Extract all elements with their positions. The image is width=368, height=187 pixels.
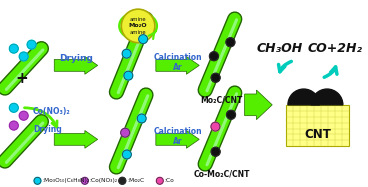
Circle shape [124,71,133,80]
Circle shape [27,40,36,49]
Circle shape [121,9,155,43]
Text: CH₃OH: CH₃OH [257,42,303,55]
Text: Mo₂O: Mo₂O [129,23,148,28]
FancyArrow shape [156,56,199,74]
Circle shape [226,38,235,47]
Text: amine: amine [130,16,146,22]
Circle shape [209,52,218,61]
Circle shape [211,122,220,131]
Text: :Co(NO₃)₂: :Co(NO₃)₂ [90,178,118,183]
Circle shape [9,121,18,130]
Wedge shape [288,89,319,105]
Circle shape [211,73,220,82]
Text: Mo₂C: Mo₂C [306,92,330,102]
Text: Drying: Drying [33,125,62,134]
Circle shape [122,49,131,58]
Text: Co(NO₃)₂: Co(NO₃)₂ [32,107,70,116]
Circle shape [81,177,88,184]
Circle shape [137,114,146,123]
Text: :Co: :Co [165,178,174,183]
Text: CO+2H₂: CO+2H₂ [308,42,363,55]
Circle shape [34,177,41,184]
Text: Mo₂C/CNT: Mo₂C/CNT [200,95,242,104]
FancyArrow shape [245,90,272,120]
Circle shape [227,110,236,119]
Text: Calcination: Calcination [153,53,202,62]
Bar [286,105,349,146]
Text: amine: amine [130,30,146,35]
Circle shape [9,44,18,53]
Circle shape [123,150,131,159]
Text: Drying: Drying [59,54,93,63]
Circle shape [139,35,148,44]
Text: Ar: Ar [173,137,183,146]
Circle shape [19,111,28,120]
Circle shape [211,147,220,156]
FancyArrow shape [156,131,199,148]
Text: Calcination: Calcination [153,127,202,136]
Text: +: + [15,71,28,86]
Text: :Mo₂C: :Mo₂C [127,178,144,183]
Text: CNT: CNT [304,128,331,141]
Circle shape [119,177,126,184]
Circle shape [9,103,18,112]
Text: :Mo₃O₁₀(C₆H₈N)₂: :Mo₃O₁₀(C₆H₈N)₂ [42,178,89,183]
Circle shape [121,128,130,137]
Text: Co-Mo₂C/CNT: Co-Mo₂C/CNT [194,169,250,178]
Circle shape [19,52,28,61]
FancyArrow shape [54,131,98,148]
Wedge shape [311,89,343,105]
FancyArrow shape [54,56,98,74]
Text: Ar: Ar [173,63,183,72]
Circle shape [156,177,163,184]
